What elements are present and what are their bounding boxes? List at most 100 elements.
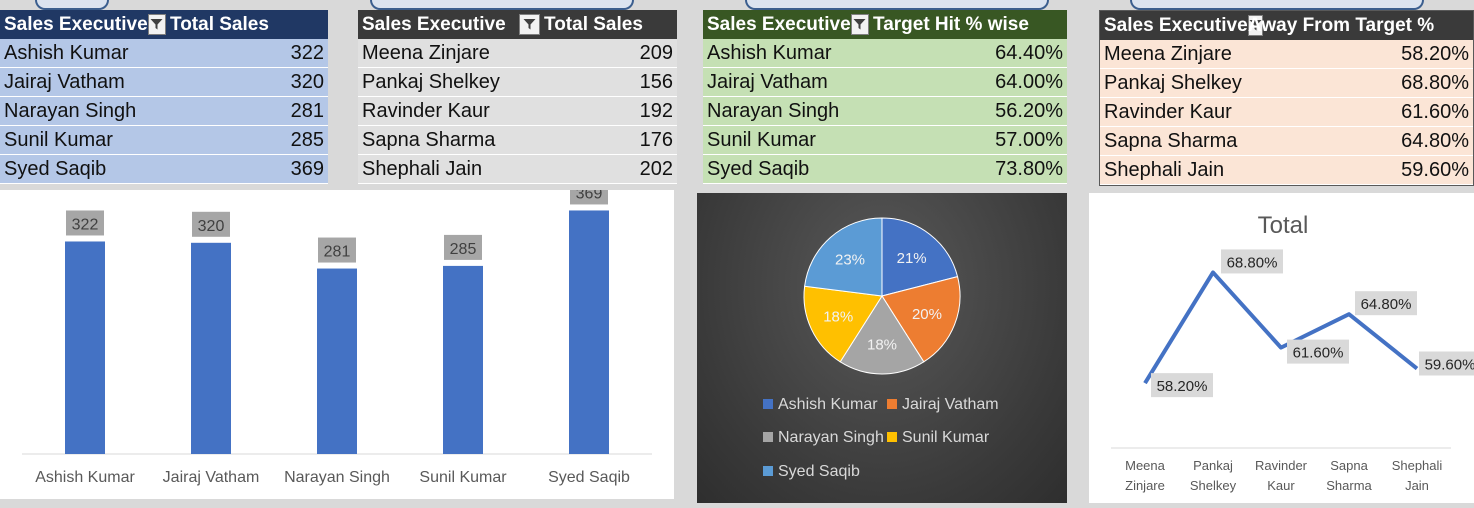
table-row[interactable]: Meena Zinjare 58.20% (1100, 40, 1473, 69)
row-value: 176 (639, 128, 673, 151)
bar-narayan-singh (317, 268, 357, 454)
x-tick-label: Kaur (1267, 478, 1295, 493)
table-row[interactable]: Narayan Singh 281 (0, 97, 328, 126)
connector-shape (745, 0, 1049, 10)
sales-executive-name: Ashish Kumar (4, 41, 129, 64)
sales-executive-name: Shephali Jain (1104, 158, 1225, 181)
pie-chart-panel[interactable]: 21% 20% 18% 18% 23% Ashish Kumar Jairaj Vatham… (697, 193, 1067, 503)
pie-slice-syed-saqib (804, 217, 883, 297)
x-tick-label: Zinjare (1125, 478, 1165, 493)
row-value: 64.40% (995, 41, 1063, 64)
table-row[interactable]: Ashish Kumar 64.40% (703, 39, 1067, 68)
bar-ashish-kumar (65, 241, 105, 454)
pie-data-label: 21% (897, 250, 927, 267)
sales-executive-name: Narayan Singh (707, 99, 840, 122)
x-tick-label: Narayan Singh (284, 469, 390, 486)
sales-executive-name: Syed Saqib (4, 157, 107, 180)
filter-dropdown-icon[interactable] (1247, 15, 1263, 36)
filter-dropdown-icon[interactable] (519, 14, 540, 35)
legend-label: Sunil Kumar (902, 429, 990, 446)
data-label-box (192, 211, 230, 237)
row-value: 202 (639, 157, 673, 180)
bar-sunil-kumar (443, 265, 483, 454)
connector-shape (370, 0, 634, 10)
table-row[interactable]: Sunil Kumar 285 (0, 126, 328, 155)
data-label: 64.80% (1361, 296, 1412, 313)
x-tick-label: Shephali (1392, 458, 1443, 473)
table-sales-executive-total-sales-2: Sales Executive Total Sales Meena Zinjare 2… (358, 10, 677, 184)
table-target-hit: Sales Executive Target Hit % wise Ashish K… (703, 10, 1067, 184)
data-label-box (1221, 249, 1283, 274)
x-tick-label: Pankaj (1193, 458, 1233, 473)
row-value: 285 (290, 128, 324, 151)
pie-data-label: 18% (823, 309, 853, 326)
pie-data-label: 23% (835, 252, 865, 269)
legend-swatch (887, 432, 897, 442)
bar-chart-panel[interactable]: 322 Ashish Kumar 320 Jairaj Vatham 281 Naraya… (0, 179, 674, 499)
sales-executive-name: Shephali Jain (362, 157, 483, 180)
table-row[interactable]: Ashish Kumar 322 (0, 39, 328, 68)
header-sales-executive: Sales Executive (362, 13, 506, 35)
row-value: 320 (290, 70, 324, 93)
data-label-box (1355, 291, 1417, 316)
data-label: 68.80% (1227, 254, 1278, 271)
data-label: 322 (72, 216, 99, 233)
data-label-box (318, 237, 356, 263)
row-value: 68.80% (1401, 71, 1469, 94)
pie-data-label: 18% (867, 336, 897, 353)
sales-executive-name: Ravinder Kaur (1104, 100, 1232, 123)
filter-dropdown-icon[interactable] (147, 14, 166, 35)
table-row[interactable]: Jairaj Vatham 320 (0, 68, 328, 97)
data-label: 58.20% (1157, 378, 1208, 395)
data-label: 285 (450, 241, 477, 258)
row-value: 57.00% (995, 128, 1063, 151)
table-row[interactable]: Syed Saqib 369 (0, 155, 328, 184)
sales-executive-name: Narayan Singh (4, 99, 137, 122)
table-row[interactable]: Pankaj Shelkey 68.80% (1100, 69, 1473, 98)
pie-slice-jairaj-vatham (881, 275, 961, 363)
header-sales-executive: Sales Executive (4, 13, 148, 35)
table-header: Sales Executive Away From Target % (1100, 11, 1473, 40)
table-row[interactable]: Syed Saqib 73.80% (703, 155, 1067, 184)
table-row[interactable]: Sunil Kumar 57.00% (703, 126, 1067, 155)
table-row[interactable]: Ravinder Kaur 61.60% (1100, 98, 1473, 127)
data-label: 281 (324, 244, 351, 261)
data-label-box (1287, 339, 1349, 364)
legend-label: Jairaj Vatham (902, 396, 999, 413)
legend-label: Syed Saqib (778, 463, 860, 480)
table-row[interactable]: Ravinder Kaur 192 (358, 97, 677, 126)
row-value: 58.20% (1401, 42, 1469, 65)
sales-executive-name: Sapna Sharma (1104, 129, 1238, 152)
row-value: 209 (639, 41, 673, 64)
table-row[interactable]: Sapna Sharma 64.80% (1100, 127, 1473, 156)
x-tick-label: Jain (1405, 478, 1429, 493)
x-tick-label: Sunil Kumar (419, 469, 507, 486)
pie-slice-ashish-kumar (881, 217, 959, 297)
table-sales-executive-total-sales: Sales Executive Total Sales Ashish Kumar 32… (0, 10, 328, 184)
table-row[interactable]: Sapna Sharma 176 (358, 126, 677, 155)
table-row[interactable]: Narayan Singh 56.20% (703, 97, 1067, 126)
row-value: 322 (290, 41, 324, 64)
data-label-box (1419, 351, 1474, 376)
legend-swatch (763, 432, 773, 442)
line-chart-panel[interactable]: Total 58.20% Meena Zinjare 68.80% Pankaj Shelk… (1089, 193, 1474, 503)
row-value: 369 (290, 157, 324, 180)
table-row[interactable]: Jairaj Vatham 64.00% (703, 68, 1067, 97)
data-label: 369 (576, 190, 603, 202)
connector-shape (1130, 0, 1424, 10)
row-value: 61.60% (1401, 100, 1469, 123)
sales-executive-name: Jairaj Vatham (707, 70, 828, 93)
filter-dropdown-icon[interactable] (850, 14, 869, 35)
legend-label: Ashish Kumar (778, 396, 878, 413)
table-row[interactable]: Pankaj Shelkey 156 (358, 68, 677, 97)
table-away-from-target: Sales Executive Away From Target % Meena Z… (1099, 10, 1474, 186)
table-header: Sales Executive Target Hit % wise (703, 10, 1067, 39)
chart-title: Total (1258, 212, 1309, 239)
table-row[interactable]: Shephali Jain 59.60% (1100, 156, 1473, 185)
table-row[interactable]: Shephali Jain 202 (358, 155, 677, 184)
series-line (1143, 270, 1419, 385)
sales-executive-name: Sapna Sharma (362, 128, 496, 151)
legend-swatch (763, 399, 773, 409)
sales-executive-name: Ravinder Kaur (362, 99, 490, 122)
table-row[interactable]: Meena Zinjare 209 (358, 39, 677, 68)
